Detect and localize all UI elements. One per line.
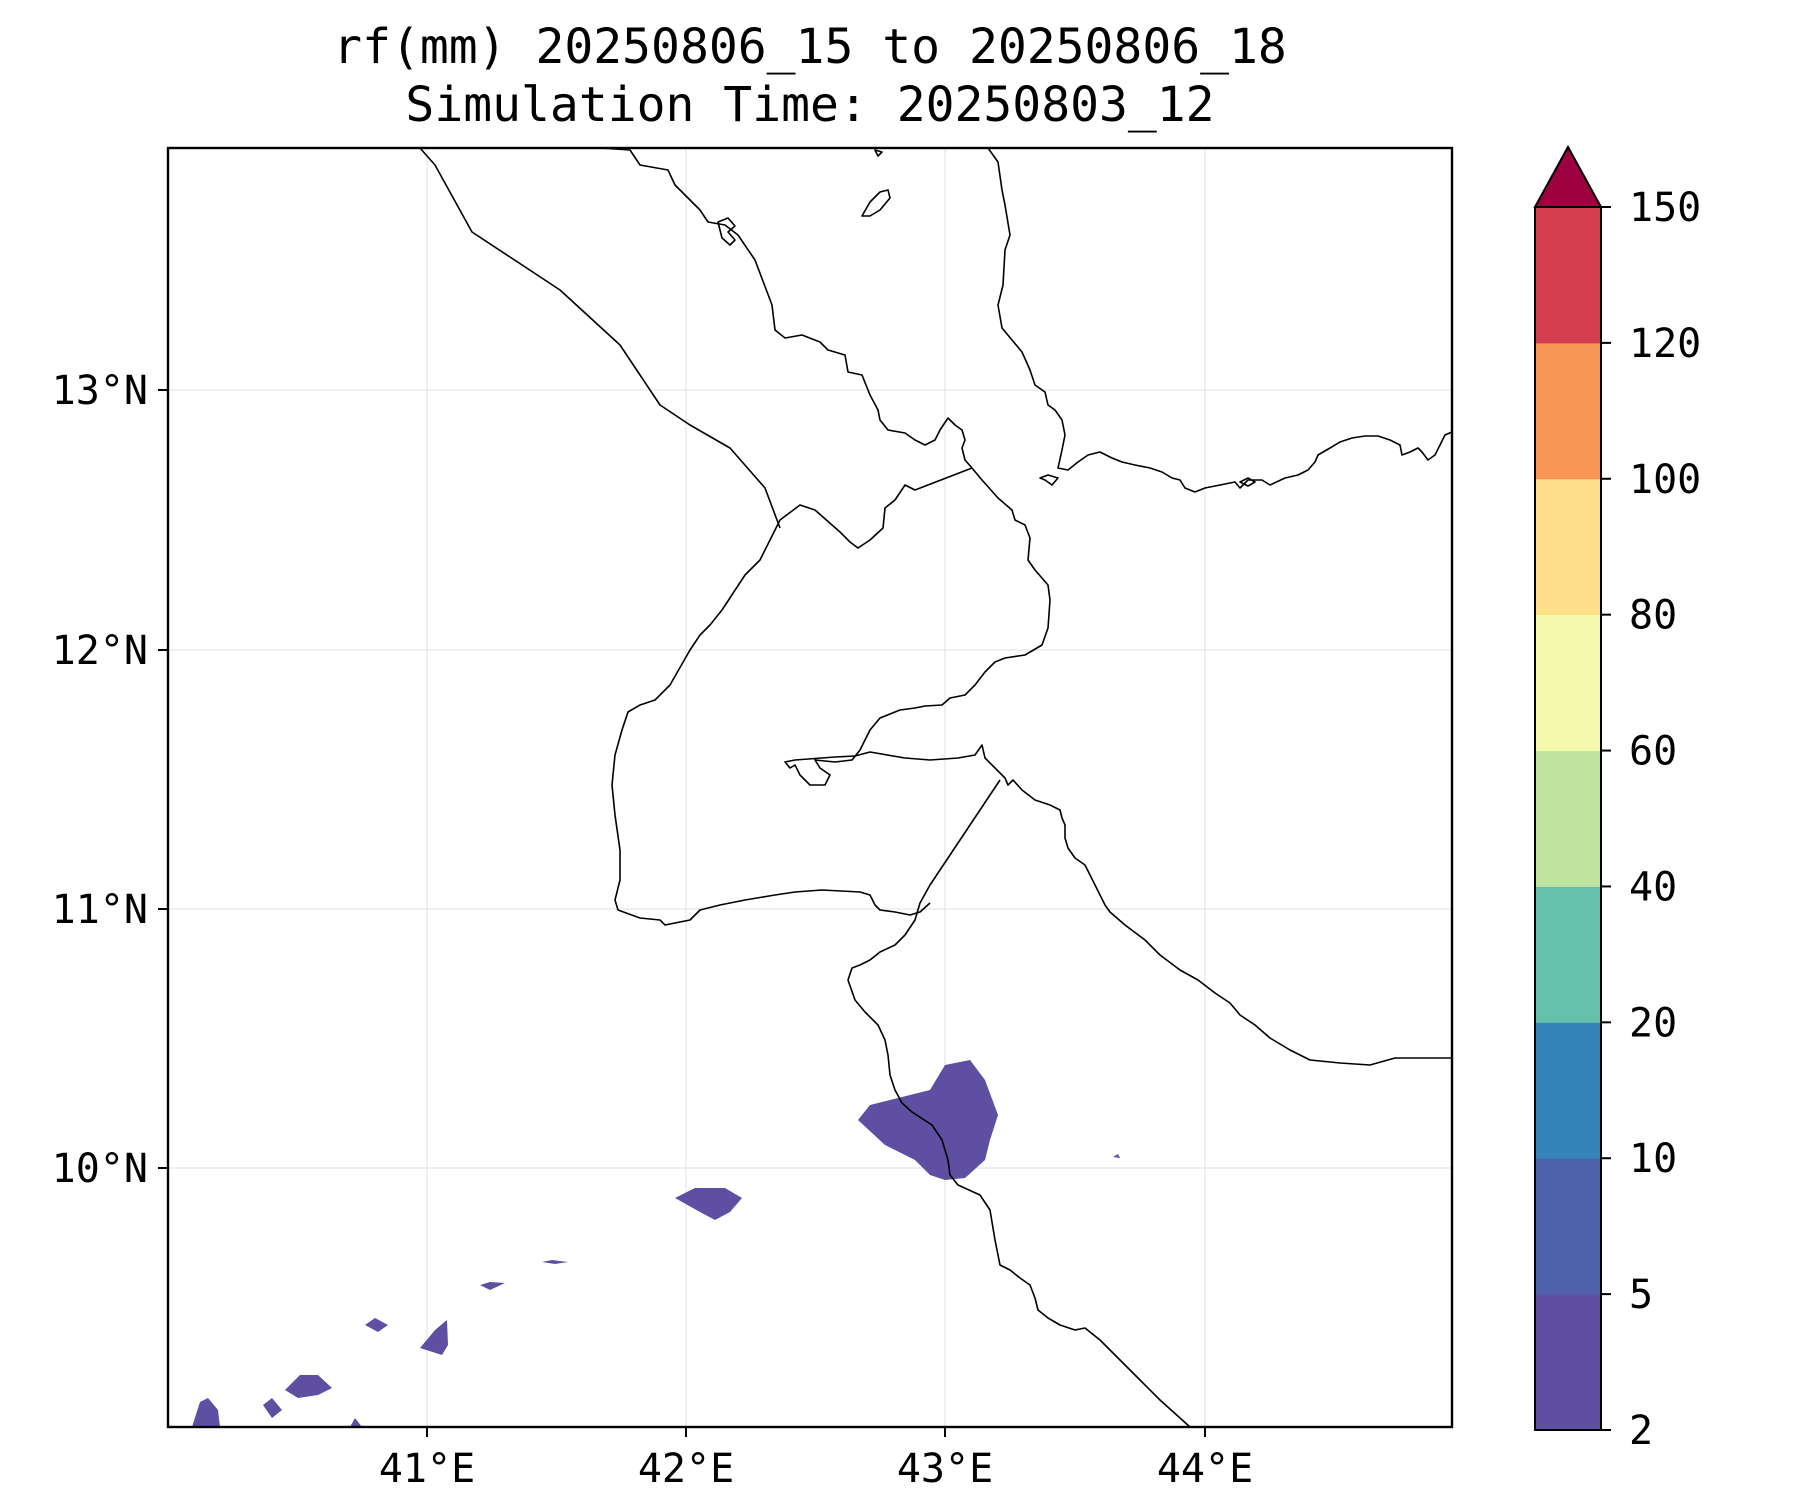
lon-label-42: 42°E bbox=[638, 1446, 734, 1492]
map-panel: 41°E 42°E 43°E 44°E 10°N 11°N 12°N 13°N bbox=[52, 146, 1454, 1492]
colorbar-tick-label: 5 bbox=[1629, 1272, 1653, 1318]
border-djibouti-south bbox=[617, 889, 931, 926]
island-red-sea-2 bbox=[1039, 474, 1059, 486]
map-frame bbox=[166, 146, 1454, 1429]
colorbar-segment bbox=[1535, 614, 1601, 752]
colorbar-segment bbox=[1535, 1294, 1601, 1431]
colorbar-tick-label: 120 bbox=[1629, 321, 1701, 367]
rainfall-region-c bbox=[285, 1375, 332, 1398]
colorbar-tick-label: 10 bbox=[1629, 1136, 1677, 1182]
colorbar-tick-label: 2 bbox=[1629, 1408, 1653, 1454]
colorbar-segment bbox=[1535, 207, 1601, 344]
island-red-sea-3 bbox=[1239, 477, 1256, 487]
colorbar-segment bbox=[1535, 886, 1601, 1023]
island-red-sea-4 bbox=[717, 217, 736, 246]
rainfall-region-e bbox=[192, 1398, 220, 1427]
border-eritrea-djibouti bbox=[611, 467, 973, 911]
title-line-1: rf(mm) 20250806_15 to 20250806_18 bbox=[333, 19, 1287, 75]
rainfall-region-i bbox=[542, 1260, 568, 1264]
lon-label-43: 43°E bbox=[897, 1446, 993, 1492]
rainfall-region-k bbox=[1113, 1154, 1120, 1158]
rainfall-region-f bbox=[420, 1320, 448, 1355]
colorbar-tick-label: 150 bbox=[1629, 185, 1701, 231]
colorbar-tick-label: 80 bbox=[1629, 593, 1677, 639]
colorbar-extend-arrow bbox=[1533, 144, 1603, 208]
island-red-sea-5 bbox=[874, 149, 883, 157]
coastlines-borders bbox=[419, 147, 1453, 1428]
rainfall-region-g bbox=[365, 1318, 388, 1332]
border-djibouti-somalia bbox=[847, 779, 1191, 1428]
colorbar-tick-label: 40 bbox=[1629, 864, 1677, 910]
coastline-yemen bbox=[987, 147, 1453, 493]
island-red-sea-1 bbox=[861, 189, 891, 217]
rainfall-region-j bbox=[350, 1418, 362, 1427]
colorbar-segment bbox=[1535, 342, 1601, 480]
title-line-2: Simulation Time: 20250803_12 bbox=[405, 77, 1215, 133]
colorbar-segment bbox=[1535, 750, 1601, 887]
border-ethiopia-eritrea bbox=[419, 147, 781, 529]
colorbar: 2 5 10 20 40 60 80 100 120 150 bbox=[1533, 144, 1701, 1454]
coastline-eritrea bbox=[599, 147, 973, 469]
lon-tick-labels: 41°E 42°E 43°E 44°E bbox=[379, 1446, 1253, 1492]
gridlines bbox=[168, 148, 1452, 1427]
colorbar-tick-label: 60 bbox=[1629, 729, 1677, 775]
lat-tick-labels: 10°N 11°N 12°N 13°N bbox=[52, 368, 148, 1192]
lat-label-10: 10°N bbox=[52, 1146, 148, 1192]
lon-label-44: 44°E bbox=[1157, 1446, 1253, 1492]
colorbar-tick-label: 20 bbox=[1629, 1000, 1677, 1046]
lat-label-12: 12°N bbox=[52, 628, 148, 674]
map-background bbox=[168, 148, 1452, 1427]
lat-label-11: 11°N bbox=[52, 887, 148, 933]
rainfall-region-h bbox=[480, 1282, 505, 1290]
rainfall-region-d bbox=[263, 1398, 282, 1418]
lon-label-41: 41°E bbox=[379, 1446, 475, 1492]
rainfall-region-b bbox=[675, 1188, 742, 1220]
coastline-somaliland bbox=[1021, 789, 1452, 1066]
rainfall-fills bbox=[192, 1060, 1120, 1427]
axis-ticks bbox=[158, 389, 1206, 1437]
colorbar-tick-label: 100 bbox=[1629, 457, 1701, 503]
colorbar-segment bbox=[1535, 1022, 1601, 1159]
colorbar-outline bbox=[1534, 206, 1602, 1431]
plot-title: rf(mm) 20250806_15 to 20250806_18 Simula… bbox=[140, 18, 1480, 134]
rainfall-region-a bbox=[858, 1060, 998, 1180]
colorbar-segment bbox=[1535, 1158, 1601, 1295]
colorbar-segment bbox=[1535, 478, 1601, 616]
lat-label-13: 13°N bbox=[52, 368, 148, 414]
coastline-djibouti bbox=[784, 467, 1051, 791]
